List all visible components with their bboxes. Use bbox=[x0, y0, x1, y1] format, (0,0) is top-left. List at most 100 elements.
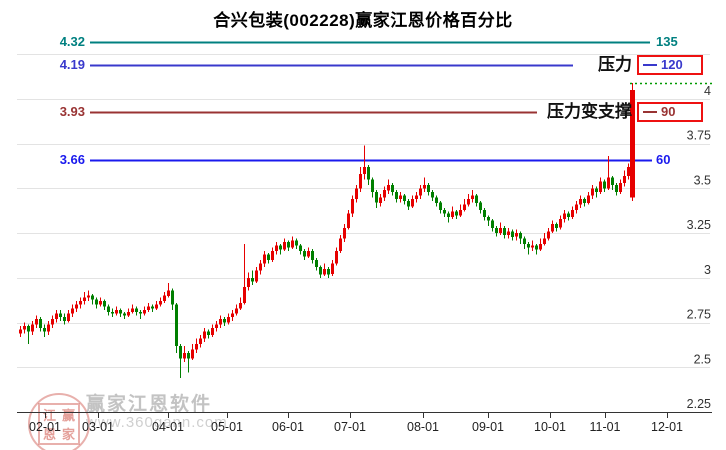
candle-body bbox=[219, 319, 222, 325]
gann-percent-label-60: 60 bbox=[656, 151, 671, 167]
candle-body bbox=[263, 254, 266, 264]
gann-percent-value-120: 120 bbox=[661, 57, 683, 73]
candle-body bbox=[455, 211, 458, 216]
seal-char: 赢 bbox=[61, 408, 75, 423]
watermark-url-text: www.360gann.com bbox=[86, 414, 228, 431]
candle-body bbox=[495, 227, 498, 234]
x-axis-label: 11-01 bbox=[589, 420, 620, 434]
candle-body bbox=[147, 306, 150, 311]
candle-body bbox=[91, 295, 94, 300]
candle-body bbox=[23, 326, 26, 330]
candle-body bbox=[235, 308, 238, 314]
candle-body bbox=[187, 353, 190, 359]
candle-body bbox=[395, 192, 398, 200]
gann-percent-box-120: 120 bbox=[637, 55, 703, 76]
candle-body bbox=[347, 213, 350, 228]
candle-body bbox=[343, 227, 346, 239]
candle-body bbox=[127, 311, 130, 316]
candle-body bbox=[31, 324, 34, 332]
candle-body bbox=[287, 242, 290, 248]
candle-body bbox=[327, 268, 330, 275]
y-axis-label: 2.75 bbox=[687, 308, 711, 322]
candle-body bbox=[79, 301, 82, 305]
candle-body bbox=[551, 224, 554, 232]
x-axis-label: 10-01 bbox=[534, 420, 566, 434]
candle-body bbox=[339, 238, 342, 251]
seal-char: 恩 bbox=[42, 427, 56, 442]
candle-body bbox=[207, 331, 210, 336]
candle-body bbox=[295, 240, 298, 246]
x-axis-label: 12-01 bbox=[651, 420, 683, 434]
candle-body bbox=[291, 240, 294, 248]
candle-body bbox=[463, 204, 466, 210]
candle-body bbox=[115, 310, 118, 314]
candle-body bbox=[387, 184, 390, 191]
chart-title: 合兴包装(002228)赢家江恩价格百分比 bbox=[213, 11, 513, 30]
y-axis-label: 2.5 bbox=[694, 352, 711, 366]
candle-body bbox=[563, 213, 566, 219]
candle-body bbox=[419, 188, 422, 196]
candle-body bbox=[507, 231, 510, 235]
candle-body bbox=[43, 327, 46, 332]
candle-body bbox=[427, 184, 430, 193]
candle-body bbox=[471, 195, 474, 200]
candle-body bbox=[267, 254, 270, 260]
y-axis-label: 2.25 bbox=[687, 397, 711, 411]
candle-body bbox=[131, 308, 134, 312]
candle-body bbox=[27, 326, 30, 332]
candle-body bbox=[191, 349, 194, 359]
candle-body bbox=[95, 299, 98, 305]
candle-body bbox=[155, 304, 158, 309]
candle-body bbox=[607, 177, 610, 189]
y-axis-label: 3.75 bbox=[687, 129, 711, 143]
candle-body bbox=[55, 313, 58, 319]
candle-body bbox=[559, 218, 562, 228]
candle-body bbox=[483, 209, 486, 218]
candle-body bbox=[583, 199, 586, 203]
gann-price-label-4-19: 4.19 bbox=[59, 57, 85, 73]
candle-body bbox=[547, 231, 550, 239]
candle-body bbox=[255, 270, 258, 282]
candle-body bbox=[71, 308, 74, 314]
candle-body bbox=[135, 308, 138, 312]
candle-body bbox=[151, 306, 154, 309]
watermark-brand-text: 赢家江恩软件 bbox=[86, 394, 213, 415]
candle-body bbox=[630, 90, 635, 198]
candle-body bbox=[475, 195, 478, 203]
candle-body bbox=[535, 245, 538, 250]
candle-body bbox=[359, 174, 362, 189]
candle-body bbox=[331, 263, 334, 275]
candle-body bbox=[499, 227, 502, 234]
level-dash-icon bbox=[643, 110, 657, 113]
candle-body bbox=[315, 260, 318, 268]
candle-body bbox=[591, 188, 594, 196]
seal-char: 江 bbox=[42, 408, 56, 423]
candle-body bbox=[303, 251, 306, 257]
x-axis-label: 02-01 bbox=[29, 420, 61, 434]
candle-body bbox=[623, 175, 626, 184]
candle-body bbox=[35, 319, 38, 325]
candle-body bbox=[523, 238, 526, 244]
pressure-turns-support-annotation: 压力变支撑 bbox=[547, 101, 632, 121]
candle-body bbox=[87, 295, 90, 298]
x-axis-label: 09-01 bbox=[472, 420, 504, 434]
candle-body bbox=[183, 353, 186, 359]
candle-body bbox=[279, 245, 282, 250]
candle-body bbox=[355, 188, 358, 200]
brand-seal-logo: 江 赢 恩 家 bbox=[28, 393, 90, 450]
candle-body bbox=[487, 217, 490, 221]
candle-body bbox=[223, 319, 226, 323]
candle-body bbox=[459, 209, 462, 216]
candle-body bbox=[371, 179, 374, 192]
candle-body bbox=[627, 167, 630, 176]
candle-body bbox=[567, 213, 570, 218]
candle-body bbox=[515, 233, 518, 237]
candle-body bbox=[307, 251, 310, 257]
candle-body bbox=[599, 181, 602, 192]
gann-percent-box-90: 90 bbox=[637, 101, 703, 122]
gann-percent-value-90: 90 bbox=[661, 103, 676, 119]
gann-percent-label-135: 135 bbox=[656, 33, 678, 49]
y-axis-label: 4 bbox=[704, 84, 711, 98]
